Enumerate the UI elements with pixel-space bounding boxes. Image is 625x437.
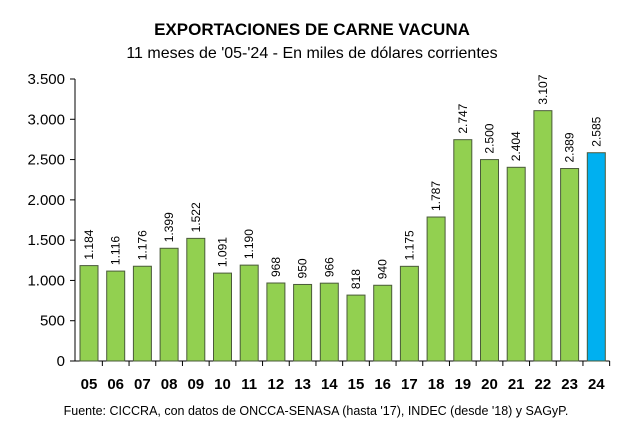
data-label-24: 2.585 <box>589 116 603 146</box>
data-label-21: 2.404 <box>509 131 523 161</box>
x-tick-label: 12 <box>268 376 285 393</box>
bar-24 <box>586 152 606 362</box>
data-label-20: 2.500 <box>483 123 497 153</box>
data-label-18: 1.787 <box>429 181 443 211</box>
bar-14 <box>319 282 339 362</box>
x-tick-label: 07 <box>134 376 151 393</box>
y-tick-label: 1.000 <box>27 272 65 289</box>
x-tick-label: 17 <box>401 376 418 393</box>
y-tick-label: 2.500 <box>27 152 65 169</box>
bar-08 <box>159 247 179 362</box>
x-tick-label: 13 <box>294 376 311 393</box>
bar-12 <box>266 282 286 362</box>
bar-17 <box>399 265 419 362</box>
bar-16 <box>373 284 393 362</box>
data-label-11: 1.190 <box>242 229 256 259</box>
y-tick-label: 3.500 <box>27 71 65 88</box>
bar-19 <box>453 139 473 362</box>
x-tick-label: 22 <box>535 376 552 393</box>
x-tick-label: 19 <box>454 376 471 393</box>
bar-21 <box>506 166 526 362</box>
x-tick-label: 21 <box>508 376 525 393</box>
bar-15 <box>346 294 366 362</box>
data-label-19: 2.747 <box>456 103 470 133</box>
y-tick-label: 500 <box>40 313 65 330</box>
bar-23 <box>560 168 580 362</box>
source-note: Fuente: CICCRA, con datos de ONCCA-SENAS… <box>64 404 569 418</box>
data-label-07: 1.176 <box>135 230 149 260</box>
x-tick-label: 11 <box>241 376 257 393</box>
data-label-17: 1.175 <box>402 230 416 260</box>
bar-07 <box>132 265 152 362</box>
bar-18 <box>426 216 446 362</box>
x-tick-label: 23 <box>561 376 578 393</box>
bar-11 <box>239 264 259 362</box>
bar-13 <box>293 283 313 362</box>
data-label-15: 818 <box>349 269 363 289</box>
data-label-08: 1.399 <box>162 212 176 242</box>
data-label-22: 3.107 <box>536 74 550 104</box>
x-tick-label: 16 <box>374 376 391 393</box>
data-label-06: 1.116 <box>109 236 123 265</box>
bar-20 <box>480 159 499 362</box>
chart-subtitle: 11 meses de '05-'24 - En miles de dólare… <box>126 45 497 62</box>
data-label-10: 1.091 <box>216 237 230 267</box>
x-tick-label: 09 <box>187 376 204 393</box>
data-label-05: 1.184 <box>82 229 96 259</box>
chart-title: EXPORTACIONES DE CARNE VACUNA <box>154 20 470 39</box>
x-tick-label: 24 <box>588 376 605 393</box>
y-tick-label: 0 <box>57 353 65 370</box>
data-label-23: 2.389 <box>563 132 577 162</box>
data-label-14: 966 <box>322 257 336 277</box>
x-tick-label: 06 <box>107 376 124 393</box>
data-label-12: 968 <box>269 257 283 277</box>
x-tick-label: 08 <box>161 376 178 393</box>
x-tick-label: 18 <box>428 376 445 393</box>
x-tick-label: 20 <box>481 376 498 393</box>
bar-22 <box>533 110 553 362</box>
y-tick-label: 3.000 <box>27 111 65 128</box>
y-tick-label: 1.500 <box>27 232 65 249</box>
x-tick-label: 14 <box>321 376 338 393</box>
data-label-09: 1.522 <box>189 202 203 232</box>
bar-10 <box>213 272 232 362</box>
x-tick-label: 10 <box>214 376 231 393</box>
y-tick-label: 2.000 <box>27 192 65 209</box>
bar-05 <box>79 265 99 362</box>
bar-09 <box>186 237 206 362</box>
data-label-13: 950 <box>296 258 310 278</box>
x-tick-label: 05 <box>81 376 98 393</box>
x-tick-label: 15 <box>348 376 365 393</box>
data-label-16: 940 <box>376 259 390 279</box>
bar-06 <box>106 270 126 362</box>
